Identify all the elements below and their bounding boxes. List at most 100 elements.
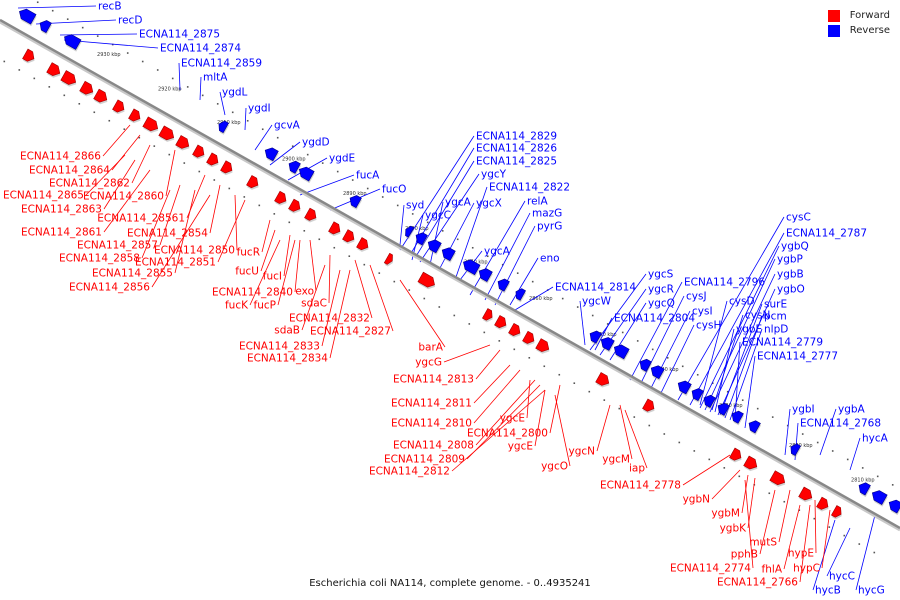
reverse-gene-arrow <box>515 288 527 303</box>
gene-arrow-body <box>22 48 35 62</box>
forward-gene-label: ECNA114_2810 <box>391 418 472 430</box>
tick-dot <box>576 306 579 308</box>
leader-line <box>219 91 226 116</box>
leader-line <box>399 279 446 348</box>
forward-gene-arrow <box>342 229 355 244</box>
forward-gene-label: ECNA114_28561 <box>97 213 185 225</box>
reverse-gene-label: gcvA <box>274 120 301 132</box>
tick-dot <box>441 230 444 232</box>
forward-gene-arrow <box>508 322 521 338</box>
reverse-gene-label: ECNA114_2779 <box>742 337 823 349</box>
forward-gene-arrow <box>522 330 535 346</box>
leader-line <box>17 5 97 9</box>
reverse-gene-label: ECNA114_2875 <box>139 29 220 41</box>
tick-dot <box>48 86 51 88</box>
reverse-gene-label: ECNA114_2787 <box>786 228 867 240</box>
gene-arrow-body <box>158 125 175 141</box>
kbp-tick-label: 2920 kbp <box>158 87 182 93</box>
leader-line <box>619 404 633 460</box>
reverse-gene-arrow <box>639 358 653 374</box>
forward-gene-label: ECNA114_2809 <box>384 454 465 466</box>
forward-gene-label: ECNA114_2832 <box>289 313 370 325</box>
gene-arrow-body <box>356 237 369 251</box>
forward-gene-arrow <box>482 308 493 323</box>
gene-arrow-body <box>642 398 655 412</box>
gene-arrow-body <box>589 330 602 344</box>
tick-dot <box>51 9 54 12</box>
tick-dot <box>111 43 114 46</box>
reverse-gene-arrow <box>497 278 511 294</box>
reverse-gene-label: ECNA114_2825 <box>476 156 557 168</box>
tick-dot <box>348 255 351 257</box>
forward-gene-arrow <box>128 108 141 124</box>
tick-dot <box>771 416 774 418</box>
gene-arrow-body <box>600 337 615 351</box>
leader-line <box>328 254 331 304</box>
tick-dot <box>543 365 546 368</box>
leader-line <box>717 288 776 416</box>
leader-line <box>814 499 817 554</box>
leader-line <box>443 344 491 363</box>
reverse-gene-arrow <box>888 499 900 516</box>
leader-line <box>596 404 611 452</box>
leader-line <box>269 141 301 166</box>
tick-dot <box>186 86 189 88</box>
reverse-gene-label: nlpD <box>764 324 788 336</box>
tick-dot <box>216 103 219 105</box>
kbp-tick-label: 2860 kbp <box>529 296 553 302</box>
tick-dot <box>123 128 126 130</box>
reverse-gene-label: ygdL <box>222 87 248 99</box>
leader-line <box>277 239 296 306</box>
leader-line <box>451 389 546 472</box>
reverse-gene-arrow <box>600 337 615 353</box>
reverse-gene-label: hycC <box>829 571 855 583</box>
leader-line <box>159 184 181 246</box>
tick-dot <box>678 441 681 444</box>
leader-line <box>469 200 526 296</box>
forward-gene-label: ygcM <box>602 454 630 466</box>
forward-gene-label: ECNA114_2856 <box>69 282 150 294</box>
reverse-gene-label: ECNA114_2829 <box>476 131 557 143</box>
leader-line <box>711 314 744 411</box>
leader-line <box>677 216 785 401</box>
reverse-gene-label: ygdD <box>302 137 330 149</box>
tick-dot <box>366 187 369 190</box>
forward-gene-label: ygcN <box>568 446 595 458</box>
leader-line <box>714 328 735 413</box>
forward-gene-arrow <box>417 271 436 290</box>
gene-arrow-body <box>304 207 317 221</box>
leader-line <box>141 189 171 259</box>
gene-arrow-body <box>463 259 481 276</box>
tick-dot <box>603 399 606 401</box>
tick-dot <box>126 52 129 54</box>
forward-gene-arrow <box>206 152 219 168</box>
leader-line <box>261 219 271 253</box>
tick-dot <box>411 213 414 215</box>
leader-line <box>729 328 763 421</box>
forward-gene-arrow <box>93 88 108 105</box>
gene-arrow-body <box>729 447 742 461</box>
reverse-gene-arrow <box>650 365 665 381</box>
kbp-tick-label: 2870 kbp <box>464 259 488 265</box>
tick-dot <box>723 467 726 469</box>
backbone-layer <box>0 18 900 532</box>
tick-dot <box>336 170 339 173</box>
figure-caption: Escherichia coli NA114, complete genome.… <box>309 578 591 589</box>
backbone-shadow <box>0 20 900 532</box>
gene-labels-layer: recB recD ECNA114_2875 ECNA114_2874 ECNA114_… <box>3 1 889 597</box>
forward-gene-arrow <box>769 470 786 487</box>
tick-dot <box>483 331 486 334</box>
gene-arrow-body <box>60 70 77 85</box>
reverse-gene-label: hycG <box>858 585 885 597</box>
reverse-gene-label: ECNA114_2777 <box>757 351 838 363</box>
tick-dot <box>96 35 99 37</box>
reverse-gene-arrow <box>478 268 493 284</box>
tick-dot <box>258 204 261 207</box>
tick-dot <box>858 543 861 545</box>
forward-gene-label: ECNA114_2863 <box>21 204 102 216</box>
forward-gene-label: ECNA114_2808 <box>393 440 474 452</box>
leader-line <box>682 454 731 486</box>
tick-dot <box>663 433 666 435</box>
leader-lines-layer <box>17 5 876 591</box>
leader-line <box>217 199 246 263</box>
